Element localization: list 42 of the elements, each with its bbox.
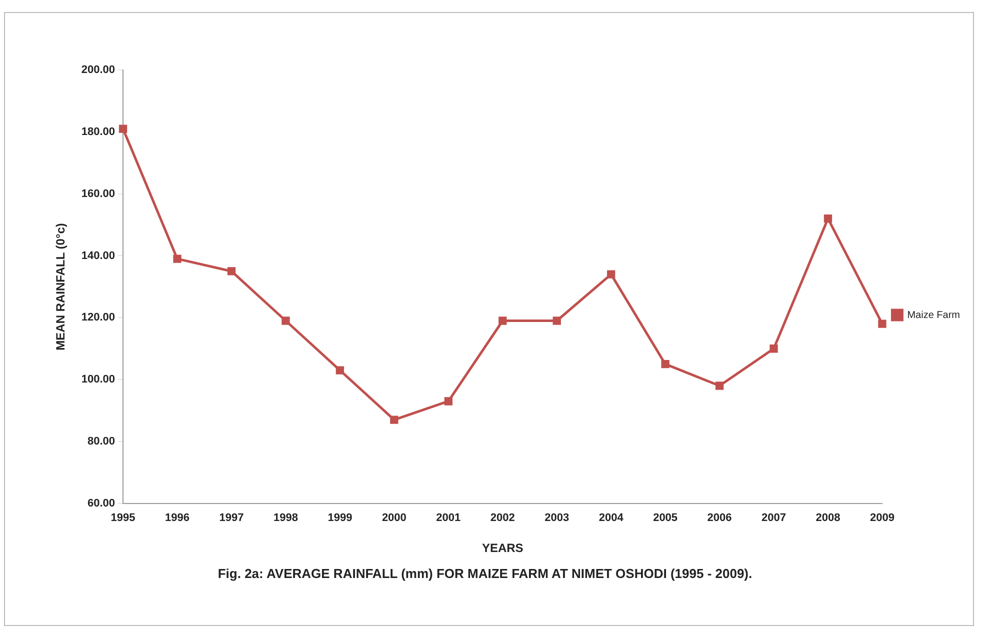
y-tick-label: 60.00 — [88, 497, 116, 510]
point — [715, 382, 724, 390]
y-tick-label: 100.00 — [81, 374, 116, 386]
point — [282, 316, 290, 325]
point — [552, 316, 561, 325]
y-tick-label: 180.00 — [81, 126, 116, 138]
x-tick-label: 2004 — [598, 512, 624, 524]
x-tick-label: 2002 — [490, 512, 515, 524]
point — [878, 320, 886, 328]
legend-label: Maize Farm — [907, 310, 960, 321]
y-tick-label: 140.00 — [81, 250, 116, 262]
point — [824, 214, 832, 223]
x-tick-label: 1997 — [219, 512, 244, 524]
point — [770, 344, 778, 353]
point — [498, 316, 507, 325]
point — [444, 397, 452, 406]
x-tick-label: 2008 — [816, 512, 840, 524]
point — [607, 270, 616, 278]
point — [336, 366, 344, 374]
x-tick-label: 2009 — [870, 512, 894, 524]
y-axis-title: MEAN RAINFALL (0°c) — [54, 223, 68, 350]
x-tick-label: 1999 — [328, 512, 352, 524]
y-tick-label: 120.00 — [81, 312, 116, 324]
point — [390, 416, 398, 424]
y-tick-label: 160.00 — [81, 188, 116, 200]
y-tick-label: 80.00 — [88, 436, 116, 448]
x-tick-label: 2001 — [436, 512, 461, 524]
x-tick-label: 1998 — [273, 512, 298, 524]
x-tick-label: 1996 — [165, 512, 190, 524]
point — [661, 360, 670, 368]
y-tick-label: 200.00 — [81, 64, 116, 76]
point — [173, 254, 182, 263]
x-tick-label: 2006 — [707, 512, 732, 524]
x-tick-label: 2003 — [544, 512, 570, 524]
text: Fig. 2a: AVERAGE RAINFALL (mm) FOR MAIZE FARM AT NIMET OSHODI (1995 - 2009). — [216, 565, 754, 583]
x-tick-label: 1995 — [110, 512, 136, 524]
x-tick-label: 2005 — [653, 512, 678, 524]
point — [227, 267, 236, 276]
x-axis-title: YEARS — [482, 541, 524, 556]
x-tick-label: 2007 — [762, 512, 786, 524]
point — [118, 124, 128, 133]
x-tick-label: 2000 — [382, 512, 406, 524]
